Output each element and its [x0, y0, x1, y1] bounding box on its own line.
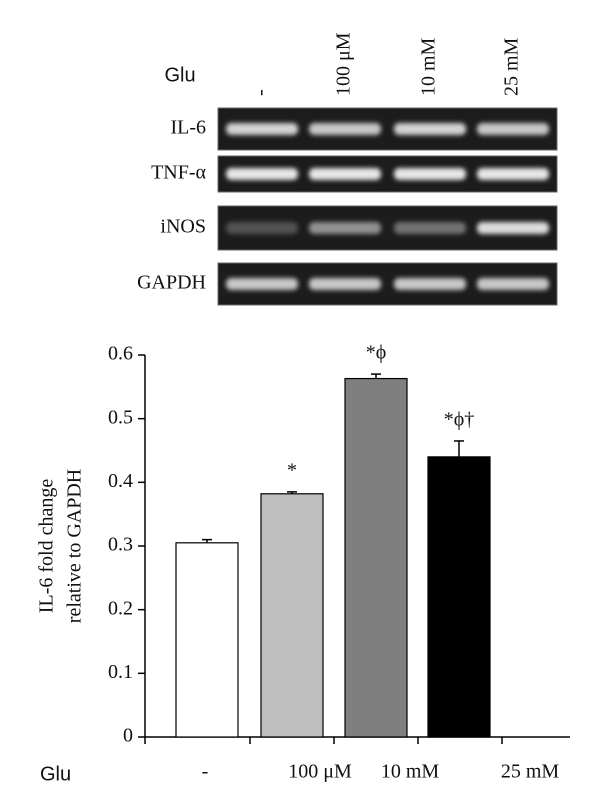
y-axis-label: relative to GAPDH	[64, 469, 86, 623]
blot-band	[309, 222, 381, 234]
y-tick-label: 0	[123, 725, 133, 747]
blot-band	[309, 123, 381, 135]
blot-band	[394, 222, 466, 234]
blot-band	[226, 123, 298, 135]
blot-row-label: IL-6	[170, 117, 206, 139]
lane-label: -	[250, 89, 272, 96]
bar	[344, 377, 408, 738]
blot-band	[394, 123, 466, 135]
blot-band	[477, 123, 549, 135]
blot-band	[226, 278, 298, 290]
blot-row-label: iNOS	[160, 216, 206, 238]
blot-band	[226, 168, 298, 180]
x-tick-label: -	[202, 761, 209, 783]
blot-band	[394, 278, 466, 290]
blot-row-label: TNF-α	[151, 162, 206, 184]
blot-band	[309, 168, 381, 180]
bar	[175, 542, 239, 738]
bar	[427, 456, 491, 738]
y-tick-label: 0.6	[108, 343, 133, 365]
lane-label: 100 μM	[333, 32, 355, 96]
lane-label: 10 mM	[418, 37, 440, 96]
blot-band	[394, 168, 466, 180]
blot-row-label: GAPDH	[137, 272, 206, 294]
annotation: *ϕ†	[444, 409, 475, 431]
annotation: *	[287, 459, 297, 481]
x-tick-label: 25 mM	[501, 761, 560, 783]
x-axis-label: Glu	[40, 763, 71, 785]
annotation: *ϕ	[366, 342, 387, 364]
bar	[260, 493, 324, 738]
blot-band	[309, 278, 381, 290]
blot-band	[477, 168, 549, 180]
lane-label: 25 mM	[501, 37, 523, 96]
y-axis-label: IL-6 fold change	[36, 479, 58, 614]
y-tick-label: 0.4	[108, 470, 133, 492]
blot-band	[477, 222, 549, 234]
y-tick-label: 0.3	[108, 534, 133, 556]
blot-band	[477, 278, 549, 290]
blot-band	[226, 222, 298, 234]
x-tick-label: 100 μM	[288, 761, 352, 783]
y-tick-label: 0.1	[108, 661, 133, 683]
x-tick-label: 10 mM	[381, 761, 440, 783]
y-tick-label: 0.2	[108, 597, 133, 619]
y-tick-label: 0.5	[108, 406, 133, 428]
blot-treatment-label: Glu	[164, 64, 195, 86]
